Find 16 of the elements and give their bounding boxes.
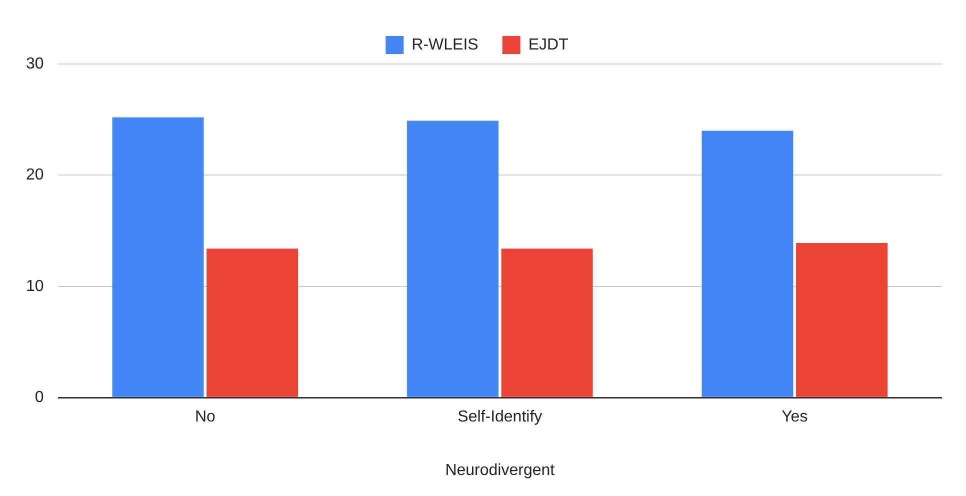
y-tick-label: 0 bbox=[34, 389, 44, 406]
bar bbox=[407, 120, 498, 397]
x-tick-label: No bbox=[194, 408, 216, 426]
y-tick-label: 20 bbox=[26, 166, 44, 184]
bar bbox=[206, 248, 298, 397]
x-tick-label: Yes bbox=[782, 408, 808, 426]
bar bbox=[501, 248, 593, 397]
x-axis-title: Neurodivergent bbox=[445, 462, 556, 479]
bar bbox=[796, 243, 888, 397]
legend-label: EJDT bbox=[528, 36, 569, 54]
y-tick-label: 30 bbox=[26, 55, 44, 72]
x-tick-label: Self-Identify bbox=[458, 408, 542, 426]
bar bbox=[702, 130, 794, 397]
legend-label: R-WLEIS bbox=[412, 36, 478, 54]
bar bbox=[112, 117, 204, 397]
y-tick-label: 10 bbox=[26, 278, 44, 295]
